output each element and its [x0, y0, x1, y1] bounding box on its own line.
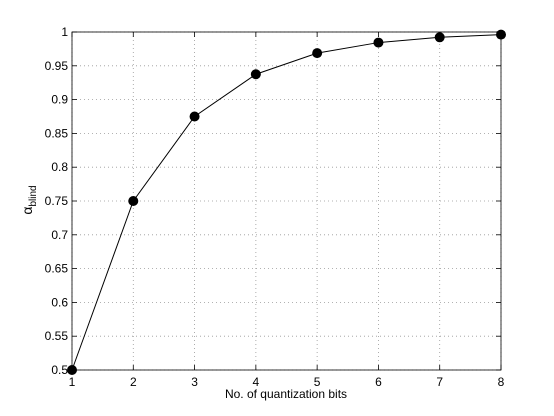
y-axis-label-symbol: α — [19, 207, 35, 215]
series-line — [71, 34, 502, 371]
x-tick-label: 2 — [130, 375, 137, 389]
y-tick-label: 0.75 — [45, 194, 69, 208]
x-tick-label: 5 — [314, 375, 321, 389]
data-point — [128, 196, 139, 206]
x-tick-label: 8 — [498, 375, 505, 389]
data-point — [496, 29, 506, 40]
y-tick-label: 1 — [61, 25, 68, 39]
x-tick-label: 4 — [253, 375, 260, 389]
data-point — [373, 37, 384, 48]
y-axis-label-subscript: blind — [28, 185, 39, 206]
y-tick-label: 0.6 — [51, 295, 68, 309]
y-tick-label: 0.8 — [51, 160, 68, 174]
data-point — [250, 69, 261, 80]
data-point — [189, 111, 200, 122]
y-tick-label: 0.85 — [45, 126, 69, 140]
y-tick-label: 0.55 — [45, 329, 69, 343]
x-axis-label: No. of quantization bits — [225, 387, 347, 401]
data-point — [434, 32, 445, 43]
y-tick-label: 0.5 — [51, 363, 68, 377]
x-tick-label: 6 — [375, 375, 382, 389]
x-tick-label: 1 — [69, 375, 76, 389]
x-tick-label: 3 — [191, 375, 198, 389]
y-axis-label: αblind — [19, 185, 39, 214]
y-tick-label: 0.95 — [45, 59, 69, 73]
plot-frame — [71, 31, 502, 371]
data-point — [67, 365, 77, 375]
data-point — [312, 48, 323, 59]
y-tick-label: 0.65 — [45, 262, 69, 276]
x-tick-label: 7 — [436, 375, 443, 389]
y-tick-label: 0.9 — [51, 93, 68, 107]
y-tick-label: 0.7 — [51, 228, 68, 242]
